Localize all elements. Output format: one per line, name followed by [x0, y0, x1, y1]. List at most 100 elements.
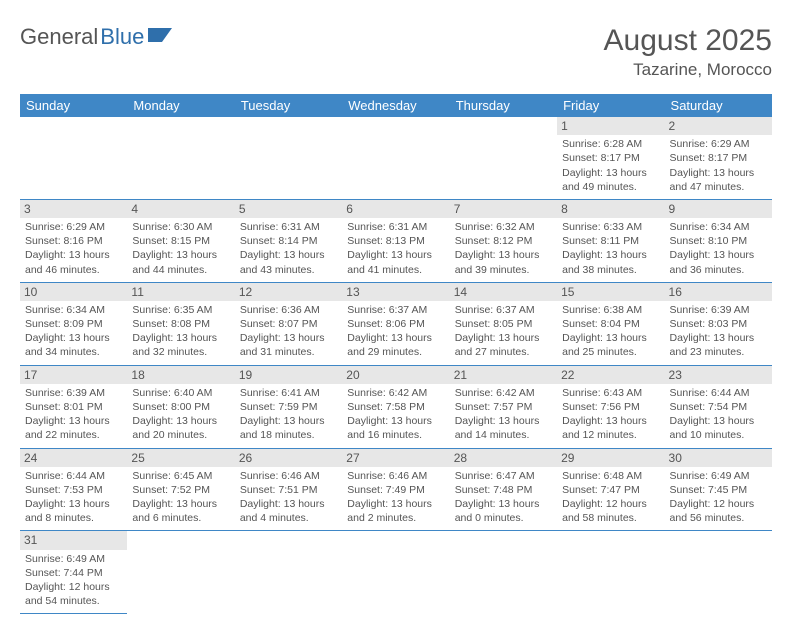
day-sunset: Sunset: 8:10 PM: [670, 234, 767, 248]
title-block: August 2025 Tazarine, Morocco: [604, 24, 772, 80]
weekday-header: Tuesday: [235, 94, 342, 117]
weekday-header: Wednesday: [342, 94, 449, 117]
day-cell: 24Sunrise: 6:44 AMSunset: 7:53 PMDayligh…: [20, 448, 127, 531]
day-day2: and 20 minutes.: [132, 428, 229, 442]
logo-text-general: General: [20, 24, 98, 50]
day-day1: Daylight: 13 hours: [240, 497, 337, 511]
day-day1: Daylight: 13 hours: [240, 248, 337, 262]
day-number: 14: [450, 283, 557, 301]
week-row: 3Sunrise: 6:29 AMSunset: 8:16 PMDaylight…: [20, 199, 772, 282]
day-cell: 18Sunrise: 6:40 AMSunset: 8:00 PMDayligh…: [127, 365, 234, 448]
empty-cell: [20, 117, 127, 199]
empty-cell: [342, 531, 449, 614]
day-number: 11: [127, 283, 234, 301]
day-sunset: Sunset: 8:15 PM: [132, 234, 229, 248]
day-cell: 27Sunrise: 6:46 AMSunset: 7:49 PMDayligh…: [342, 448, 449, 531]
day-sunset: Sunset: 7:57 PM: [455, 400, 552, 414]
day-sunset: Sunset: 8:04 PM: [562, 317, 659, 331]
day-day2: and 31 minutes.: [240, 345, 337, 359]
day-sunrise: Sunrise: 6:41 AM: [240, 386, 337, 400]
day-day1: Daylight: 12 hours: [562, 497, 659, 511]
day-sunset: Sunset: 7:58 PM: [347, 400, 444, 414]
day-cell: 7Sunrise: 6:32 AMSunset: 8:12 PMDaylight…: [450, 199, 557, 282]
day-day2: and 39 minutes.: [455, 263, 552, 277]
day-day2: and 16 minutes.: [347, 428, 444, 442]
day-day1: Daylight: 13 hours: [562, 414, 659, 428]
day-cell: 31Sunrise: 6:49 AMSunset: 7:44 PMDayligh…: [20, 531, 127, 614]
day-day2: and 4 minutes.: [240, 511, 337, 525]
empty-cell: [127, 531, 234, 614]
day-day1: Daylight: 13 hours: [670, 248, 767, 262]
calendar-page: GeneralBlue August 2025 Tazarine, Morocc…: [0, 0, 792, 624]
day-day1: Daylight: 13 hours: [455, 497, 552, 511]
day-sunset: Sunset: 7:52 PM: [132, 483, 229, 497]
day-number: 10: [20, 283, 127, 301]
day-sunset: Sunset: 7:49 PM: [347, 483, 444, 497]
day-cell: 1Sunrise: 6:28 AMSunset: 8:17 PMDaylight…: [557, 117, 664, 199]
day-day1: Daylight: 12 hours: [670, 497, 767, 511]
day-day2: and 49 minutes.: [562, 180, 659, 194]
day-sunset: Sunset: 8:03 PM: [670, 317, 767, 331]
day-number: 20: [342, 366, 449, 384]
calendar-table: Sunday Monday Tuesday Wednesday Thursday…: [20, 94, 772, 614]
day-day2: and 8 minutes.: [25, 511, 122, 525]
day-sunset: Sunset: 8:12 PM: [455, 234, 552, 248]
day-day2: and 46 minutes.: [25, 263, 122, 277]
day-day1: Daylight: 13 hours: [240, 331, 337, 345]
day-sunrise: Sunrise: 6:34 AM: [670, 220, 767, 234]
day-day1: Daylight: 13 hours: [455, 414, 552, 428]
day-cell: 13Sunrise: 6:37 AMSunset: 8:06 PMDayligh…: [342, 282, 449, 365]
day-day2: and 56 minutes.: [670, 511, 767, 525]
day-number: 31: [20, 531, 127, 549]
day-day2: and 54 minutes.: [25, 594, 122, 608]
day-cell: 26Sunrise: 6:46 AMSunset: 7:51 PMDayligh…: [235, 448, 342, 531]
day-day1: Daylight: 13 hours: [240, 414, 337, 428]
day-cell: 29Sunrise: 6:48 AMSunset: 7:47 PMDayligh…: [557, 448, 664, 531]
day-sunrise: Sunrise: 6:31 AM: [240, 220, 337, 234]
day-day2: and 58 minutes.: [562, 511, 659, 525]
weekday-header-row: Sunday Monday Tuesday Wednesday Thursday…: [20, 94, 772, 117]
day-sunset: Sunset: 8:16 PM: [25, 234, 122, 248]
day-number: 15: [557, 283, 664, 301]
day-day2: and 44 minutes.: [132, 263, 229, 277]
day-sunset: Sunset: 8:05 PM: [455, 317, 552, 331]
day-number: 5: [235, 200, 342, 218]
day-day1: Daylight: 13 hours: [670, 414, 767, 428]
day-cell: 2Sunrise: 6:29 AMSunset: 8:17 PMDaylight…: [665, 117, 772, 199]
day-number: 16: [665, 283, 772, 301]
day-sunset: Sunset: 7:54 PM: [670, 400, 767, 414]
day-day2: and 18 minutes.: [240, 428, 337, 442]
day-sunrise: Sunrise: 6:34 AM: [25, 303, 122, 317]
day-cell: 28Sunrise: 6:47 AMSunset: 7:48 PMDayligh…: [450, 448, 557, 531]
day-number: 8: [557, 200, 664, 218]
day-number: 7: [450, 200, 557, 218]
day-sunset: Sunset: 8:07 PM: [240, 317, 337, 331]
day-sunrise: Sunrise: 6:43 AM: [562, 386, 659, 400]
day-number: 17: [20, 366, 127, 384]
day-sunrise: Sunrise: 6:49 AM: [25, 552, 122, 566]
weekday-header: Saturday: [665, 94, 772, 117]
day-number: 22: [557, 366, 664, 384]
day-number: 21: [450, 366, 557, 384]
day-number: 26: [235, 449, 342, 467]
day-cell: 9 Sunrise: 6:34 AMSunset: 8:10 PMDaylight…: [665, 199, 772, 282]
day-cell: 6Sunrise: 6:31 AMSunset: 8:13 PMDaylight…: [342, 199, 449, 282]
day-sunset: Sunset: 8:11 PM: [562, 234, 659, 248]
day-day1: Daylight: 13 hours: [132, 414, 229, 428]
day-day1: Daylight: 13 hours: [347, 497, 444, 511]
day-day2: and 6 minutes.: [132, 511, 229, 525]
day-day1: Daylight: 13 hours: [670, 166, 767, 180]
day-day2: and 23 minutes.: [670, 345, 767, 359]
day-sunset: Sunset: 8:14 PM: [240, 234, 337, 248]
day-number: 9: [665, 200, 772, 218]
day-sunrise: Sunrise: 6:29 AM: [670, 137, 767, 151]
day-sunrise: Sunrise: 6:32 AM: [455, 220, 552, 234]
day-day1: Daylight: 13 hours: [132, 248, 229, 262]
day-sunrise: Sunrise: 6:35 AM: [132, 303, 229, 317]
day-sunset: Sunset: 8:06 PM: [347, 317, 444, 331]
weekday-header: Thursday: [450, 94, 557, 117]
empty-cell: [557, 531, 664, 614]
day-number: 2: [665, 117, 772, 135]
day-sunrise: Sunrise: 6:42 AM: [455, 386, 552, 400]
day-sunset: Sunset: 7:48 PM: [455, 483, 552, 497]
